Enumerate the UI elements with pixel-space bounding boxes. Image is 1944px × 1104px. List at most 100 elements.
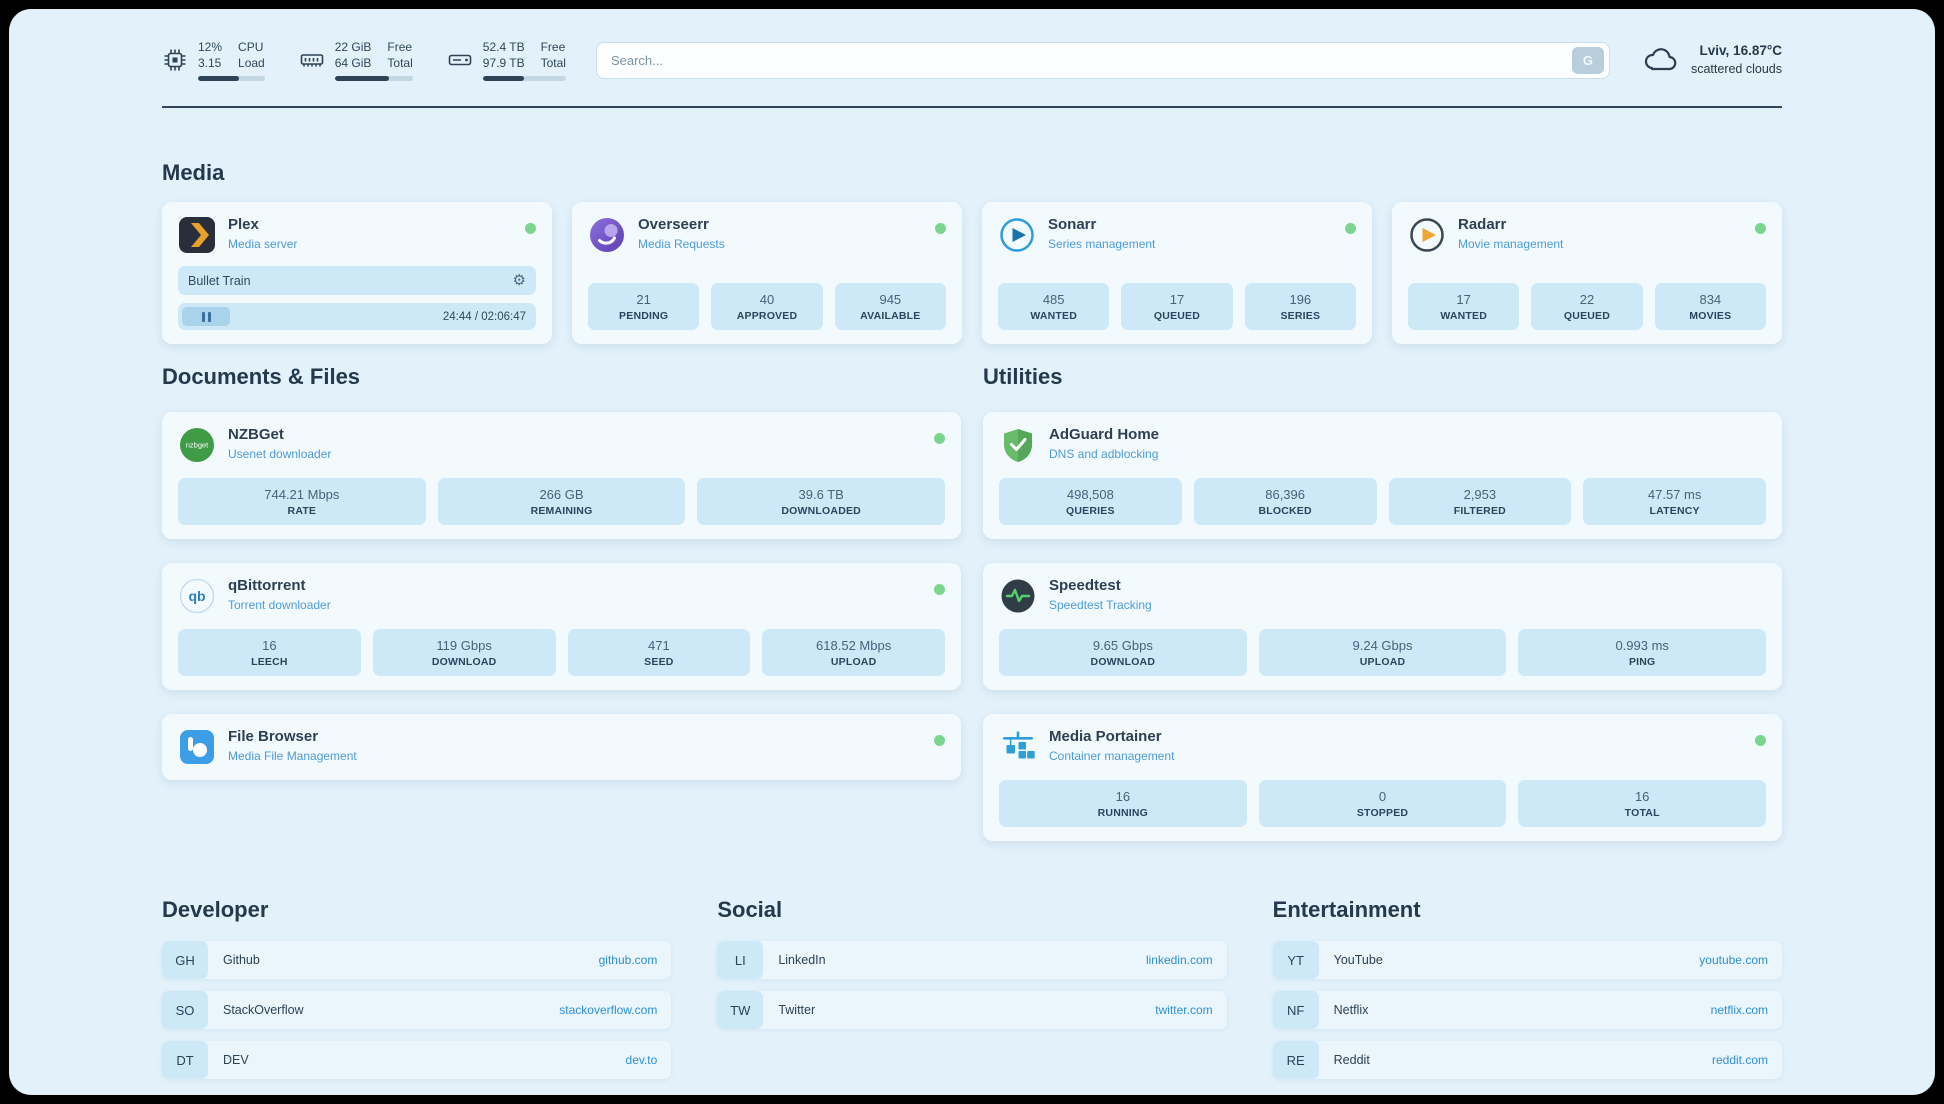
stat-box: 485 WANTED [998,283,1110,331]
section-heading: Documents & Files [162,364,361,390]
sonarr-icon [1000,218,1034,253]
cpu-icon [164,49,186,71]
cpu-labels: CPU Load [238,40,265,71]
stat-label: RUNNING [1097,807,1149,820]
stat-label: QUEUED [1563,310,1611,323]
sonarr-link[interactable]: Sonarr Series management [998,216,1356,254]
stat-box: 39.6 TB DOWNLOADED [697,478,946,526]
plex-link[interactable]: Plex Media server [178,216,536,254]
section-heading: Social [717,897,783,923]
bookmark-link[interactable]: twitter.com [1155,1003,1213,1018]
stat-box: 0 STOPPED [1258,780,1507,828]
app-title: Media Portainer [1049,728,1162,746]
stat-box: 22 QUEUED [1531,283,1643,331]
header: 12% 3.15 CPU Load [162,39,1782,82]
bookmark-link[interactable]: stackoverflow.com [559,1003,658,1018]
bookmark-item[interactable]: YT YouTube youtube.com [1272,941,1782,980]
pause-button[interactable] [182,307,230,327]
section-utilities: Utilities AdGuard Home DNS and adblockin… [983,364,1782,842]
stat-value: 2,953 [1463,487,1497,503]
app-title: File Browser [228,728,319,746]
app-title: Overseerr [638,216,709,234]
bookmark-item[interactable]: SO StackOverflow stackoverflow.com [162,991,672,1030]
sonarr-stats: 485 WANTED 17 QUEUED 196 SERIES [998,269,1356,331]
status-dot [1755,223,1766,235]
bookmark-abbr: GH [162,941,208,980]
status-dot [934,433,945,445]
portainer-link[interactable]: Media Portainer Container management [999,728,1766,766]
stat-label: DOWNLOAD [431,656,497,669]
ram-bar [334,76,413,82]
bookmark-item[interactable]: NF Netflix netflix.com [1272,991,1782,1030]
qbittorrent-link[interactable]: qb qBittorrent Torrent downloader [178,577,945,615]
svg-text:nzbget: nzbget [186,441,209,450]
bookmark-link[interactable]: reddit.com [1711,1053,1768,1068]
bookmark-link[interactable]: linkedin.com [1145,953,1213,968]
stat-box: 16 RUNNING [999,780,1247,828]
bookmark-item[interactable]: GH Github github.com [162,941,672,980]
ram-labels: Free Total [387,40,413,71]
radarr-card: Radarr Movie management 17 WANTED 22 QUEUED… [1392,202,1782,345]
stat-box: 9.65 Gbps DOWNLOAD [999,629,1247,677]
svg-text:qb: qb [188,588,205,604]
overseerr-link[interactable]: Overseerr Media Requests [588,216,946,254]
stat-value: 471 [648,638,670,654]
nzbget-icon: nzbget [180,428,214,463]
ram-values: 22 GiB 64 GiB [334,40,372,71]
stat-box: 16 TOTAL [1518,780,1767,828]
radarr-link[interactable]: Radarr Movie management [1408,216,1766,254]
stat-value: 744.21 Mbps [264,487,340,503]
stat-box: 266 GB REMAINING [437,478,686,526]
bookmark-abbr: YT [1272,941,1319,980]
ram-icon [300,54,324,67]
stat-value: 0.993 ms [1615,638,1669,654]
app-title: Radarr [1458,216,1507,234]
system-resources: 12% 3.15 CPU Load [162,39,566,82]
overseerr-card: Overseerr Media Requests 21 PENDING 40 APPR… [572,202,962,345]
bookmark-abbr: RE [1272,1041,1319,1080]
bookmark-item[interactable]: RE Reddit reddit.com [1272,1041,1782,1080]
search-input[interactable] [610,52,1572,68]
now-playing-title: Bullet Train [188,273,251,288]
stat-label: SEED [644,656,674,669]
bookmark-link[interactable]: netflix.com [1710,1003,1768,1018]
stat-value: 498,508 [1066,487,1114,503]
adguard-link[interactable]: AdGuard Home DNS and adblocking [999,426,1766,464]
bookmark-link[interactable]: youtube.com [1699,953,1768,968]
gear-icon[interactable]: ⚙ [512,272,526,290]
section-heading: Developer [162,897,269,923]
bookmark-item[interactable]: LI LinkedIn linkedin.com [717,941,1227,980]
bookmark-item[interactable]: DT DEV dev.to [162,1041,672,1080]
playback-time: 24:44 / 02:06:47 [442,310,526,323]
speedtest-link[interactable]: Speedtest Speedtest Tracking [999,577,1766,615]
disk-bar [482,76,566,82]
plex-card: Plex Media server Bullet Train ⚙ 24:44 /… [162,202,552,345]
stat-label: LEECH [251,656,288,669]
bookmark-link[interactable]: dev.to [625,1053,658,1068]
stat-label: WANTED [1030,310,1078,323]
nzbget-link[interactable]: nzbget NZBGet Usenet downloader [178,426,945,464]
ram-widget: 22 GiB 64 GiB Free Total [299,39,413,82]
adguard-card: AdGuard Home DNS and adblocking 498,508 Q… [983,412,1782,540]
status-dot [525,223,536,235]
search-engine-button[interactable]: G [1571,46,1604,74]
stat-label: QUEUED [1153,310,1201,323]
app-subtitle: Torrent downloader [228,597,331,612]
weather-condition: scattered clouds [1690,61,1782,76]
stat-value: 618.52 Mbps [816,638,892,654]
stat-value: 9.65 Gbps [1092,638,1153,654]
stat-value: 485 [1042,292,1065,308]
stat-box: 471 SEED [567,629,751,677]
section-heading: Utilities [983,364,1063,390]
bookmark-item[interactable]: TW Twitter twitter.com [717,991,1227,1030]
speedtest-card: Speedtest Speedtest Tracking 9.65 Gbps DO… [983,563,1782,691]
filebrowser-link[interactable]: File Browser Media File Management [178,728,945,766]
bookmark-link[interactable]: github.com [598,953,658,968]
stat-box: 47.57 ms LATENCY [1583,478,1766,526]
app-title: NZBGet [228,426,284,444]
search-bar: G [595,41,1610,79]
stat-label: PENDING [619,310,669,323]
header-divider [162,106,1782,109]
stat-value: 16 [262,638,277,654]
sonarr-card: Sonarr Series management 485 WANTED 17 QUEU… [982,202,1372,345]
